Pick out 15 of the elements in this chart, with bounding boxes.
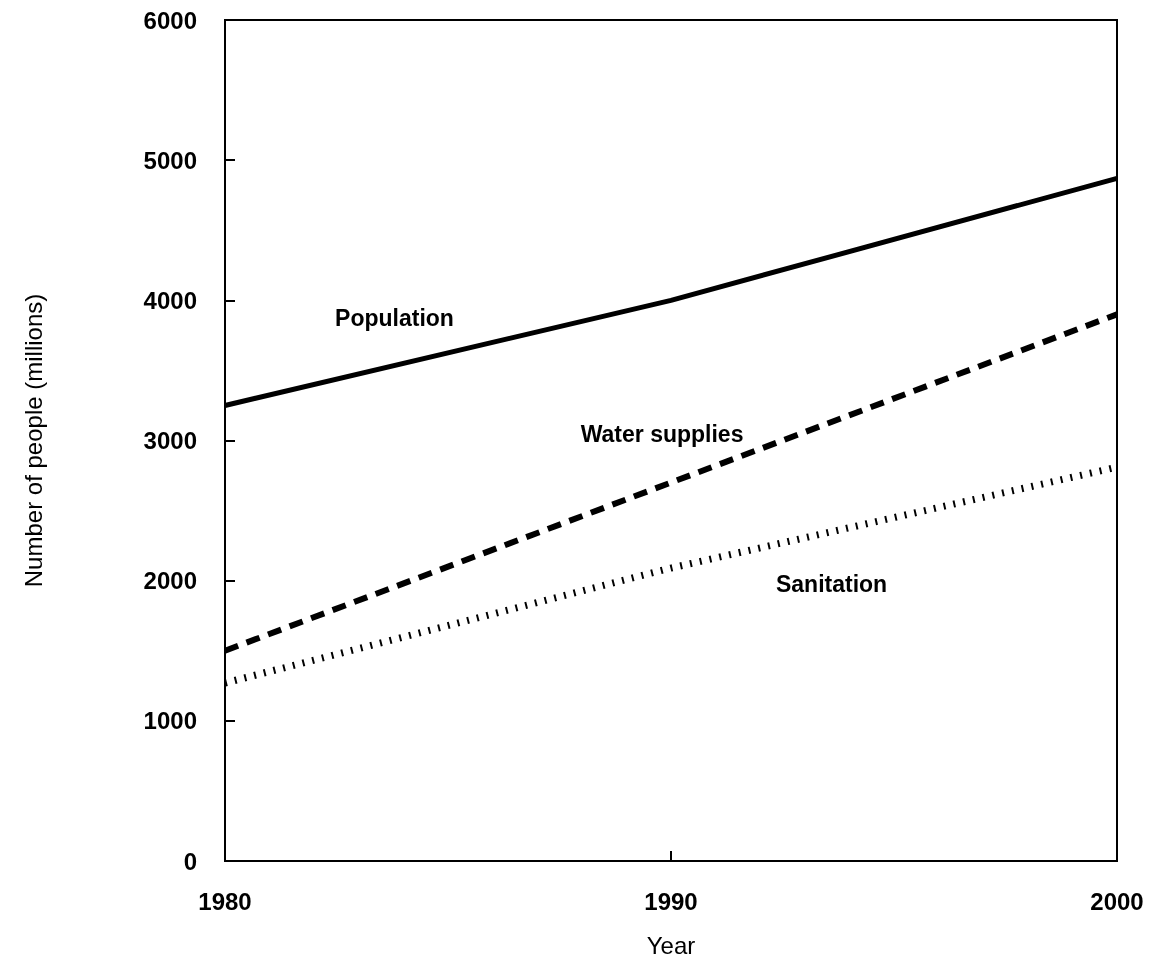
y-tick-label: 3000 — [143, 427, 197, 454]
y-tick-label: 6000 — [143, 6, 197, 34]
series-label: Population — [335, 304, 454, 331]
y-tick-label: 2000 — [143, 567, 197, 595]
y-tick-label: 1000 — [143, 707, 197, 735]
x-tick-label: 2000 — [1090, 887, 1144, 915]
x-tick-label: 1980 — [198, 887, 252, 915]
y-tick-label: 5000 — [143, 146, 197, 174]
x-tick-label: 1990 — [644, 887, 698, 915]
y-axis-title: Number of people (millions) — [19, 293, 47, 588]
y-tick-label: 0 — [183, 847, 197, 875]
x-axis-title: Year — [646, 931, 696, 959]
series-label: Sanitation — [775, 570, 888, 597]
y-tick-label: 4000 — [143, 286, 197, 314]
series-label: Water supplies — [580, 420, 744, 447]
